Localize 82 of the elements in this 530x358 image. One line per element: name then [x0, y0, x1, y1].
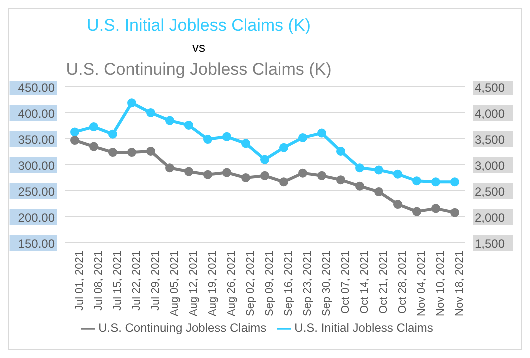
point — [450, 178, 460, 187]
y-tick-label: 350.00 — [18, 133, 56, 147]
y2-tick-label: 4,000 — [475, 107, 506, 121]
x-tick-label: Sep 09, 2021 — [264, 251, 276, 316]
point — [184, 120, 194, 130]
x-tick-label: Oct 21, 2021 — [378, 251, 390, 314]
x-tick-label: Sep 23, 2021 — [302, 251, 314, 316]
point — [432, 204, 440, 214]
x-tick-label: Aug 19, 2021 — [206, 251, 219, 316]
x-tick-label: Nov 04, 2021 — [416, 251, 428, 316]
y2-tick-label: 2,000 — [475, 211, 506, 225]
point — [166, 164, 174, 173]
point — [260, 155, 270, 164]
point — [184, 167, 194, 176]
x-tick-label: Jul 01, 2021 — [74, 251, 86, 311]
x-tick-label: Sep 30, 2021 — [320, 251, 333, 316]
x-tick-label: Oct 14, 2021 — [358, 251, 371, 314]
x-tick-label: Nov 18, 2021 — [454, 251, 466, 316]
y2-tick-label: 1,500 — [475, 237, 506, 251]
point — [70, 136, 80, 146]
point — [394, 200, 402, 210]
point — [146, 108, 156, 118]
y-tick-label: 400.00 — [18, 107, 56, 121]
x-tick-label: Oct 07, 2021 — [340, 251, 352, 314]
point — [318, 171, 326, 180]
y-tick-label: 200.00 — [18, 211, 56, 225]
x-tick-label: Aug 05, 2021 — [168, 251, 181, 316]
point — [412, 176, 422, 186]
point — [336, 176, 346, 185]
chart-title: U.S. Initial Jobless Claims (K) — [86, 15, 312, 37]
y2-tick-label: 3,500 — [475, 133, 506, 147]
point — [108, 148, 118, 158]
point — [318, 128, 326, 138]
point — [204, 170, 212, 180]
point — [70, 128, 80, 137]
legend-label: U.S. Initial Jobless Claims — [294, 321, 434, 335]
point — [128, 148, 136, 158]
point — [356, 182, 364, 191]
x-tick-label: Jul 22, 2021 — [130, 251, 143, 311]
x-tick-label: Jul 15, 2021 — [112, 251, 124, 311]
point — [450, 208, 460, 218]
y-tick-label: 450.00 — [18, 81, 56, 95]
point — [374, 166, 384, 175]
x-tick-label: Aug 26, 2021 — [226, 251, 238, 316]
y2-tick-label: 3,000 — [475, 159, 506, 173]
y-tick-label: 250.00 — [18, 185, 56, 199]
point — [394, 170, 402, 179]
chart-subtitle: vs — [192, 39, 206, 57]
y2-tick-label: 2,500 — [475, 185, 506, 199]
point — [204, 135, 212, 144]
point — [298, 168, 308, 178]
point — [222, 168, 232, 178]
point — [108, 130, 118, 139]
point — [336, 146, 346, 156]
x-tick-label: Jul 29, 2021 — [150, 251, 162, 311]
point — [356, 164, 364, 173]
point — [242, 139, 250, 148]
x-tick-label: Oct 28, 2021 — [396, 251, 409, 314]
point — [432, 178, 440, 187]
point — [90, 142, 98, 152]
point — [128, 98, 136, 108]
x-tick-label: Nov 10, 2021 — [434, 251, 447, 316]
point — [90, 122, 98, 132]
point — [222, 132, 232, 142]
x-tick-label: Sep 16, 2021 — [282, 251, 295, 316]
y-tick-label: 300.00 — [18, 159, 56, 173]
point — [412, 207, 422, 216]
point — [280, 143, 288, 152]
x-tick-label: Jul 08, 2021 — [92, 251, 105, 311]
x-tick-label: Sep 02, 2021 — [244, 251, 257, 316]
point — [242, 174, 250, 182]
point — [298, 133, 308, 142]
legend-label: U.S. Continuing Jobless Claims — [98, 321, 267, 335]
point — [280, 178, 288, 187]
point — [166, 116, 174, 126]
point — [146, 146, 156, 156]
y2-tick-label: 4,500 — [475, 81, 506, 95]
text: U.S. Continuing Jobless Claims (K) — [65, 59, 333, 81]
y-tick-label: 150.00 — [18, 237, 56, 251]
point — [260, 171, 270, 180]
x-tick-label: Aug 12, 2021 — [188, 251, 200, 316]
point — [374, 188, 384, 197]
